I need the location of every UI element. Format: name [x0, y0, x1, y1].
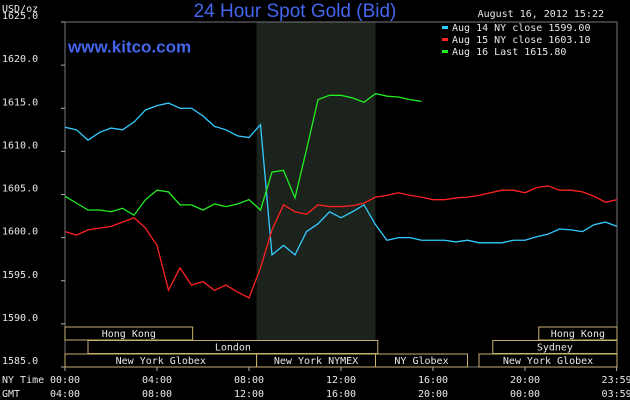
x2-tick-label: 00:00 [510, 389, 540, 400]
series-line [64, 185, 618, 299]
x-tick-label: 23:59 [602, 375, 630, 386]
legend-label: Aug 14 NY close 1599.00 [452, 23, 590, 34]
session-label: New York NYMEX [274, 356, 358, 367]
legend-swatch [442, 50, 448, 53]
x-axis-label: NY Time [2, 375, 44, 386]
session-label: NY Globex [394, 356, 448, 367]
x2-tick-label: 04:00 [50, 389, 80, 400]
highlight-region [256, 22, 376, 367]
y-tick-label: 1605.0 [2, 184, 38, 195]
chart-title: 24 Hour Spot Gold (Bid) [194, 1, 397, 22]
session-label: Hong Kong [102, 329, 156, 340]
y-tick-label: 1600.0 [2, 227, 38, 238]
x-tick-label: 16:00 [418, 375, 448, 386]
x-tick-label: 04:00 [142, 375, 172, 386]
legend-swatch [442, 26, 448, 29]
x-tick-label: 00:00 [50, 375, 80, 386]
y-tick-label: 1620.0 [2, 54, 38, 65]
y-tick-label: 1590.0 [2, 313, 38, 324]
x2-tick-label: 03:59 [602, 389, 630, 400]
x2-tick-label: 12:00 [234, 389, 264, 400]
session-label: London [215, 343, 251, 354]
timestamp: August 16, 2012 15:22 [478, 9, 604, 20]
session-box [478, 353, 618, 368]
x-tick-label: 20:00 [510, 375, 540, 386]
y-tick-label: 1595.0 [2, 270, 38, 281]
source: www.kitco.com [67, 37, 191, 56]
y-tick-label: 1625.0 [2, 11, 38, 22]
session-box [375, 353, 468, 368]
x2-axis-label: GMT [2, 389, 20, 400]
session-label: New York Globex [116, 356, 206, 367]
y-tick-label: 1610.0 [2, 140, 38, 151]
y-tick-label: 1615.0 [2, 97, 38, 108]
session-label: Hong Kong [551, 329, 605, 340]
legend-swatch [442, 38, 448, 41]
x2-tick-label: 20:00 [418, 389, 448, 400]
series-line [64, 102, 618, 257]
x-tick-label: 08:00 [234, 375, 264, 386]
x2-tick-label: 08:00 [142, 389, 172, 400]
x-tick-label: 12:00 [326, 375, 356, 386]
legend-label: Aug 16 Last 1615.80 [452, 47, 566, 58]
series-line [64, 92, 422, 217]
x2-tick-label: 16:00 [326, 389, 356, 400]
y-tick-label: 1585.0 [2, 356, 38, 367]
y-axis-label: USD/oz [2, 4, 38, 15]
session-label: New York Globex [503, 356, 593, 367]
session-label: Sydney [537, 343, 573, 354]
legend-label: Aug 15 NY close 1603.10 [452, 35, 590, 46]
